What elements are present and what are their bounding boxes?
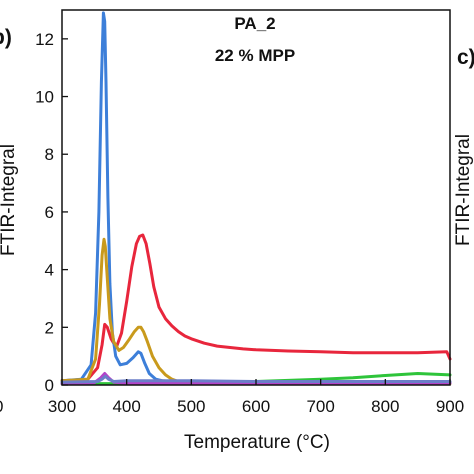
y-tick-label: 8: [45, 145, 54, 164]
series-layer: [60, 11, 452, 386]
x-tick-label: 900: [436, 397, 464, 416]
chart-title: PA_2: [234, 14, 275, 33]
y-tick-label: 2: [45, 318, 54, 337]
plot-frame: [61, 9, 451, 386]
x-tick-label: 700: [306, 397, 334, 416]
left-edge-tick: 0: [0, 397, 3, 416]
series-line-5: [60, 372, 452, 386]
left-panel-label: b): [0, 26, 12, 49]
series-line-6: [60, 374, 452, 384]
y-axis-label: FTIR-Integral: [0, 144, 19, 256]
x-tick-label: 800: [371, 397, 399, 416]
series-line-2: [60, 11, 452, 385]
y-tick-label: 0: [45, 376, 54, 395]
y-tick-label: 10: [35, 88, 54, 107]
x-tick-label: 400: [112, 397, 140, 416]
chart-subtitle: 22 % MPP: [215, 46, 295, 65]
y-tick-label: 12: [35, 30, 54, 49]
series-line-1: [60, 233, 452, 383]
x-tick-label: 500: [177, 397, 205, 416]
y-tick-label: 4: [45, 261, 54, 280]
y-ticks: 0 2 4 6 8 10 12: [35, 30, 68, 395]
x-ticks: 300 400 500 600 700 800 900: [48, 379, 464, 416]
right-panel-label: c): [457, 46, 474, 69]
x-axis-label: Temperature (°C): [184, 432, 330, 453]
y-tick-label: 6: [45, 203, 54, 222]
right-y-axis-label: FTIR-Integral: [453, 134, 474, 246]
x-tick-label: 600: [242, 397, 270, 416]
x-tick-label: 300: [48, 397, 76, 416]
